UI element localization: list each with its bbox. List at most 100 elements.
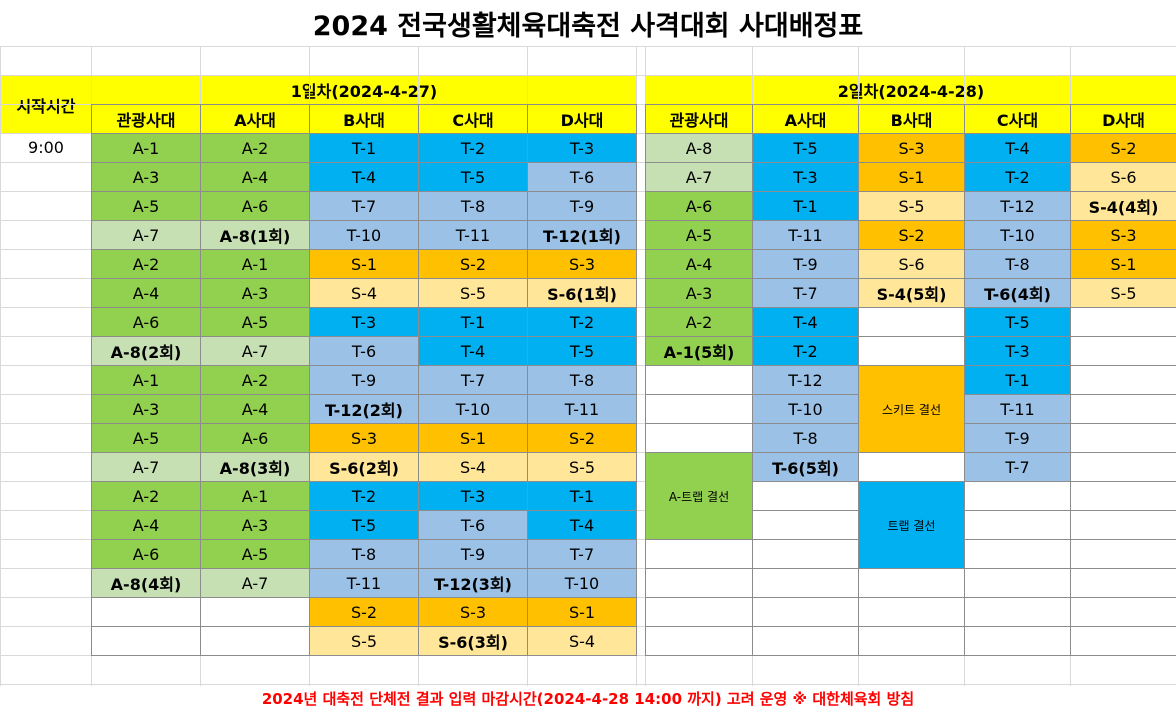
day1-range-header: B사대 [309,104,419,134]
day2-slot-cell [1070,597,1176,627]
day2-slot-cell [858,452,965,482]
day2-slot-cell: T-5 [752,133,859,163]
day1-slot-cell: S-1 [418,423,528,453]
day2-slot-cell [645,597,753,627]
day1-slot-cell: A-7 [91,452,201,482]
day1-slot-cell: A-8(2회) [91,336,201,366]
day2-slot-cell: A-1(5회) [645,336,753,366]
day1-slot-cell [200,626,310,656]
day2-slot-cell: T-1 [752,191,859,221]
day1-slot-cell: A-4 [91,510,201,540]
day2-slot-cell [1070,307,1176,337]
day2-slot-cell [1070,423,1176,453]
day2-slot-cell [645,394,753,424]
day2-slot-cell [964,510,1071,540]
day2-slot-cell: T-1 [964,365,1071,395]
day2-range-header: D사대 [1070,104,1176,134]
day2-range-header: B사대 [858,104,965,134]
day1-slot-cell: S-4 [418,452,528,482]
day1-slot-cell: A-3 [200,278,310,308]
day2-slot-cell: T-6(5회) [752,452,859,482]
day1-slot-cell: T-7 [527,539,637,569]
day2-slot-cell: T-8 [752,423,859,453]
day2-slot-cell [752,481,859,511]
start-time-cell: 9:00 [0,133,92,163]
grid-line [0,75,1176,76]
day1-slot-cell: T-4 [309,162,419,192]
day1-slot-cell: A-6 [91,539,201,569]
day1-slot-cell: A-2 [91,249,201,279]
day1-slot-cell: S-6(3회) [418,626,528,656]
day1-slot-cell [91,597,201,627]
day1-slot-cell: S-2 [527,423,637,453]
day1-slot-cell: T-9 [527,191,637,221]
day1-slot-cell: S-6(1회) [527,278,637,308]
day2-slot-cell [645,365,753,395]
day1-slot-cell: A-4 [200,394,310,424]
day2-slot-cell [645,626,753,656]
day1-slot-cell: T-8 [527,365,637,395]
day2-slot-cell: T-9 [752,249,859,279]
day1-slot-cell: A-1 [200,481,310,511]
day1-slot-cell: A-7 [91,220,201,250]
day2-slot-cell: A-3 [645,278,753,308]
day1-slot-cell: S-1 [527,597,637,627]
day1-slot-cell: A-3 [91,162,201,192]
day2-slot-cell [645,568,753,598]
day2-range-header: 관광사대 [645,104,753,134]
day1-slot-cell: S-3 [527,249,637,279]
day1-slot-cell: A-2 [91,481,201,511]
day2-slot-cell: S-3 [1070,220,1176,250]
day1-slot-cell: A-6 [91,307,201,337]
day2-slot-cell: T-2 [752,336,859,366]
day2-slot-cell: S-2 [1070,133,1176,163]
day2-slot-cell [752,539,859,569]
day1-slot-cell: A-4 [91,278,201,308]
day1-slot-cell: A-5 [200,307,310,337]
day1-slot-cell: A-1 [91,365,201,395]
day2-slot-cell [858,597,965,627]
day2-slot-cell: T-9 [964,423,1071,453]
day1-slot-cell: T-12(1회) [527,220,637,250]
day2-slot-cell [964,481,1071,511]
day1-slot-cell: S-5 [418,278,528,308]
day2-slot-cell: A-4 [645,249,753,279]
day1-slot-cell: T-10 [418,394,528,424]
day2-slot-cell [858,336,965,366]
day1-header: 1일차(2024-4-27) [91,75,637,105]
day1-range-header: C사대 [418,104,528,134]
day2-slot-cell: A-2 [645,307,753,337]
day2-slot-cell: S-1 [858,162,965,192]
day1-slot-cell: T-4 [527,510,637,540]
day1-slot-cell: T-1 [309,133,419,163]
day1-slot-cell: A-8(4회) [91,568,201,598]
day1-slot-cell: T-8 [309,539,419,569]
day2-slot-cell [1070,568,1176,598]
day2-slot-cell: S-2 [858,220,965,250]
day1-slot-cell: A-5 [200,539,310,569]
day1-slot-cell: T-12(2회) [309,394,419,424]
day2-slot-cell [858,626,965,656]
day2-slot-cell [964,539,1071,569]
day2-slot-cell: S-4(4회) [1070,191,1176,221]
grid-line [0,46,1176,47]
day1-range-header: A사대 [200,104,310,134]
day1-slot-cell: T-5 [527,336,637,366]
day1-slot-cell: A-7 [200,568,310,598]
grid-line [0,46,1,686]
day1-slot-cell: T-10 [527,568,637,598]
day1-slot-cell: T-2 [527,307,637,337]
day2-slot-cell: T-8 [964,249,1071,279]
day1-slot-cell: S-4 [309,278,419,308]
day1-slot-cell: T-7 [309,191,419,221]
day2-slot-cell: T-10 [752,394,859,424]
day2-range-header: C사대 [964,104,1071,134]
day1-slot-cell: T-1 [527,481,637,511]
day2-slot-cell [752,626,859,656]
schedule-grid: 시작시간 1일차(2024-4-27) 2일차(2024-4-28) 9:00 … [0,46,1176,686]
footer-note: 2024년 대축전 단체전 결과 입력 마감시간(2024-4-28 14:00… [261,689,915,708]
day1-slot-cell: A-6 [200,423,310,453]
day2-slot-cell: T-2 [964,162,1071,192]
day1-range-header: D사대 [527,104,637,134]
day1-slot-cell: A-6 [200,191,310,221]
